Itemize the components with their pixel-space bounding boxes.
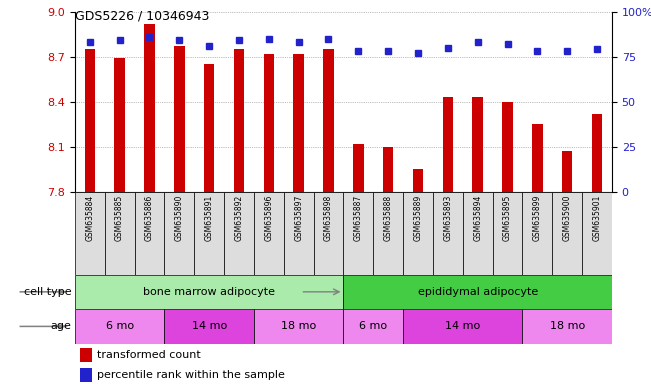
Text: 14 mo: 14 mo — [191, 321, 227, 331]
Bar — [105, 192, 135, 275]
Bar — [254, 309, 344, 344]
Bar — [80, 368, 92, 382]
Text: GSM635891: GSM635891 — [204, 194, 214, 241]
Bar — [562, 151, 572, 192]
Text: GSM635898: GSM635898 — [324, 194, 333, 241]
Bar — [493, 192, 522, 275]
Text: GSM635884: GSM635884 — [85, 194, 94, 241]
Bar — [473, 97, 483, 192]
Bar — [145, 23, 155, 192]
Text: 6 mo: 6 mo — [105, 321, 133, 331]
Bar — [403, 309, 522, 344]
Text: GSM635895: GSM635895 — [503, 194, 512, 241]
Bar — [135, 192, 165, 275]
Text: GSM635899: GSM635899 — [533, 194, 542, 241]
Bar — [344, 275, 612, 309]
Text: GSM635888: GSM635888 — [383, 194, 393, 241]
Bar — [344, 309, 403, 344]
Bar — [194, 192, 224, 275]
Bar — [522, 192, 552, 275]
Bar — [443, 97, 453, 192]
Text: GDS5226 / 10346943: GDS5226 / 10346943 — [75, 10, 209, 23]
Text: GSM635896: GSM635896 — [264, 194, 273, 241]
Bar — [80, 348, 92, 362]
Bar — [344, 192, 373, 275]
Text: percentile rank within the sample: percentile rank within the sample — [98, 370, 285, 380]
Bar — [383, 147, 393, 192]
Bar — [264, 54, 274, 192]
Bar — [284, 192, 314, 275]
Text: GSM635901: GSM635901 — [592, 194, 602, 241]
Text: GSM635889: GSM635889 — [413, 194, 422, 241]
Bar — [552, 192, 582, 275]
Bar — [324, 49, 334, 192]
Bar — [75, 192, 105, 275]
Text: 14 mo: 14 mo — [445, 321, 480, 331]
Bar — [433, 192, 463, 275]
Bar — [254, 192, 284, 275]
Text: GSM635900: GSM635900 — [562, 194, 572, 241]
Text: 6 mo: 6 mo — [359, 321, 387, 331]
Bar — [294, 54, 304, 192]
Bar — [314, 192, 344, 275]
Bar — [582, 192, 612, 275]
Bar — [115, 58, 125, 192]
Bar — [234, 49, 244, 192]
Bar — [592, 114, 602, 192]
Bar — [353, 144, 363, 192]
Bar — [532, 124, 542, 192]
Bar — [503, 102, 513, 192]
Text: age: age — [51, 321, 72, 331]
Bar — [174, 46, 184, 192]
Text: GSM635894: GSM635894 — [473, 194, 482, 241]
Text: 18 mo: 18 mo — [281, 321, 316, 331]
Text: GSM635885: GSM635885 — [115, 194, 124, 241]
Text: GSM635893: GSM635893 — [443, 194, 452, 241]
Text: GSM635887: GSM635887 — [354, 194, 363, 241]
Bar — [75, 275, 344, 309]
Bar — [413, 169, 423, 192]
Bar — [164, 309, 254, 344]
Bar — [522, 309, 612, 344]
Text: bone marrow adipocyte: bone marrow adipocyte — [143, 287, 275, 297]
Bar — [85, 49, 95, 192]
Bar — [204, 64, 214, 192]
Bar — [75, 309, 164, 344]
Bar — [164, 192, 194, 275]
Bar — [224, 192, 254, 275]
Bar — [373, 192, 403, 275]
Text: transformed count: transformed count — [98, 350, 201, 360]
Bar — [403, 192, 433, 275]
Text: GSM635890: GSM635890 — [175, 194, 184, 241]
Text: GSM635897: GSM635897 — [294, 194, 303, 241]
Text: GSM635892: GSM635892 — [234, 194, 243, 241]
Bar — [463, 192, 493, 275]
Text: epididymal adipocyte: epididymal adipocyte — [417, 287, 538, 297]
Text: cell type: cell type — [24, 287, 72, 297]
Text: 18 mo: 18 mo — [549, 321, 585, 331]
Text: GSM635886: GSM635886 — [145, 194, 154, 241]
